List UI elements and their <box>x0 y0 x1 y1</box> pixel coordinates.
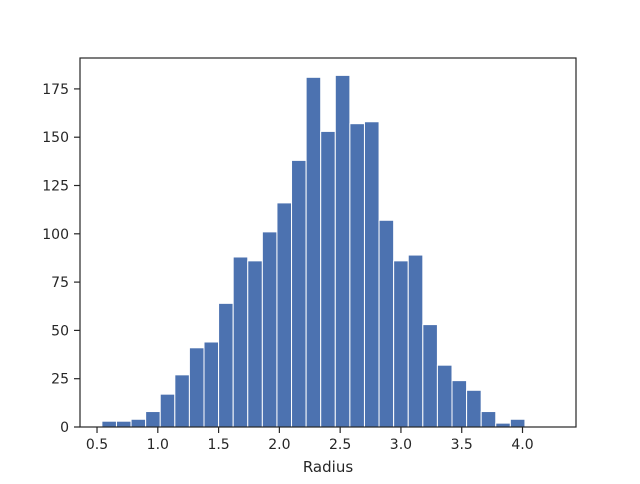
histogram-bar-11 <box>261 231 278 428</box>
y-tick-label-1: 25 <box>51 372 69 388</box>
y-tick-label-3: 75 <box>51 275 69 291</box>
histogram-bar-22 <box>422 324 438 428</box>
histogram-bar-12 <box>276 202 293 428</box>
histogram-bar-18 <box>363 121 380 428</box>
x-tick-label-5: 3.0 <box>390 437 412 453</box>
x-tick-label-0: 0.5 <box>86 437 108 453</box>
x-tick-label-3: 2.0 <box>268 437 290 453</box>
x-tick-label-6: 3.5 <box>451 437 473 453</box>
histogram-bar-23 <box>436 364 453 428</box>
x-axis-ticks: 0.5 1.0 1.5 2.0 2.5 3.0 3.5 4.0 <box>86 427 534 453</box>
histogram-bar-21 <box>407 254 424 428</box>
histogram-bar-10 <box>247 260 263 428</box>
histogram-bar-25 <box>466 389 482 428</box>
histogram-bar-5 <box>174 374 190 428</box>
y-tick-label-7: 175 <box>42 82 69 98</box>
axes-frame <box>79 57 577 428</box>
histogram-bar-14 <box>305 76 322 428</box>
histogram-bar-8 <box>218 302 234 428</box>
x-tick-label-4: 2.5 <box>329 437 351 453</box>
histogram-bar-16 <box>334 74 351 428</box>
y-tick-label-0: 0 <box>60 420 69 436</box>
y-tick-label-4: 100 <box>42 227 69 243</box>
histogram-bar-3 <box>145 411 161 428</box>
histogram-bar-24 <box>451 380 468 428</box>
x-tick-label-2: 1.5 <box>207 437 229 453</box>
histogram-bar-1 <box>115 420 132 428</box>
y-tick-label-2: 50 <box>51 323 69 339</box>
histogram-bar-20 <box>393 260 409 428</box>
histogram-bar-13 <box>291 159 307 428</box>
histogram-bar-19 <box>378 219 395 428</box>
histogram-bar-2 <box>130 418 147 428</box>
y-tick-label-5: 125 <box>42 179 69 195</box>
x-tick-label-7: 4.0 <box>511 437 533 453</box>
histogram-bar-9 <box>232 256 249 428</box>
y-axis-ticks: 0 25 50 75 100 125 150 175 <box>42 82 80 436</box>
histogram-bar-17 <box>349 123 365 428</box>
histogram-bar-26 <box>480 411 497 428</box>
histogram-bar-7 <box>203 341 220 428</box>
x-axis-label: Radius <box>303 458 353 476</box>
x-tick-label-1: 1.0 <box>147 437 169 453</box>
histogram-bar-0 <box>101 420 117 428</box>
histogram-bar-15 <box>320 130 336 428</box>
y-tick-label-6: 150 <box>42 130 69 146</box>
bars-group <box>101 74 526 428</box>
histogram-bar-28 <box>509 418 526 428</box>
histogram-bar-4 <box>159 393 176 428</box>
histogram-bar-6 <box>188 347 205 428</box>
